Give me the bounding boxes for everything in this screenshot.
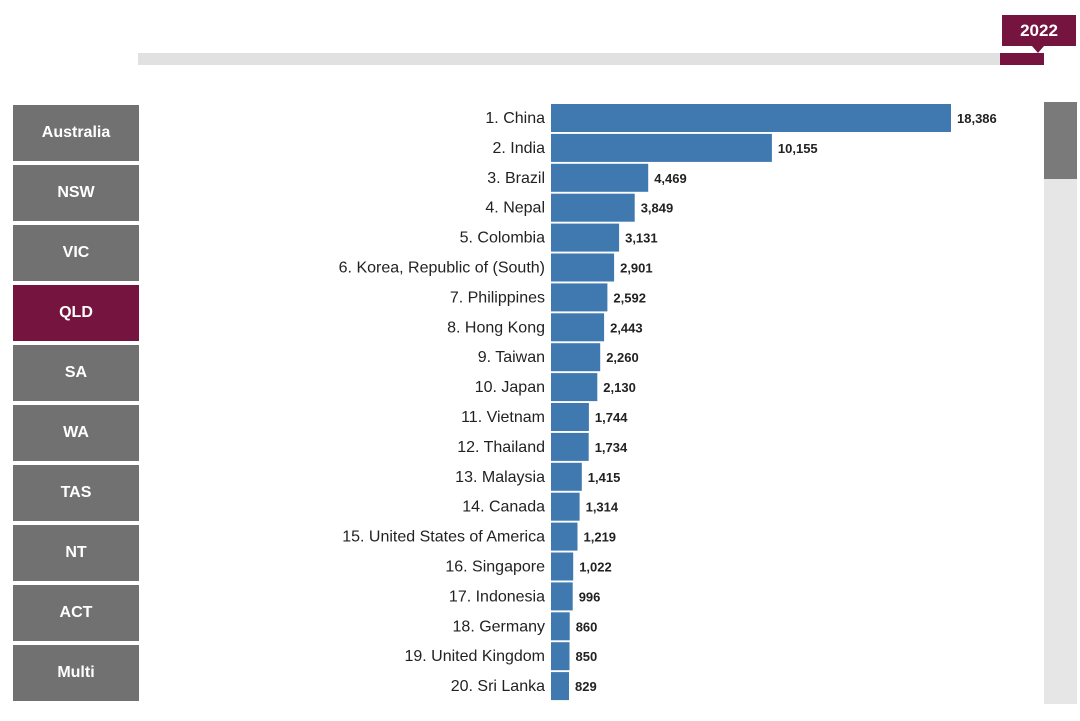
value-label: 4,469 [654,171,687,186]
bar[interactable] [551,432,589,461]
value-label: 829 [575,679,597,694]
state-button-qld[interactable]: QLD [13,285,139,341]
state-button-wa[interactable]: WA [13,405,139,461]
category-label: 14. Canada [462,499,545,516]
bar[interactable] [551,552,574,581]
category-label: 11. Vietnam [461,409,545,426]
category-label: 3. Brazil [487,170,545,187]
state-button-nsw[interactable]: NSW [13,165,139,221]
state-button-multi[interactable]: Multi [13,645,139,701]
value-label: 2,592 [613,290,646,305]
year-badge[interactable]: 2022 [1002,15,1076,53]
state-button-vic[interactable]: VIC [13,225,139,281]
bar[interactable] [551,582,573,611]
value-label: 2,443 [610,320,643,335]
category-label: 12. Thailand [457,439,545,456]
bar[interactable] [551,403,589,431]
category-label: 10. Japan [475,379,545,396]
bar[interactable] [551,193,635,222]
scrollbar-thumb[interactable] [1044,102,1077,179]
category-label: 6. Korea, Republic of (South) [339,260,545,277]
scrollbar-track[interactable] [1044,102,1077,704]
timeline-progress [1000,53,1044,65]
category-label: 18. Germany [453,618,545,635]
category-label: 5. Colombia [460,230,545,247]
bar[interactable] [551,163,649,192]
value-label: 18,386 [957,111,997,126]
category-label: 20. Sri Lanka [451,678,545,695]
timeline-track[interactable] [138,53,1044,65]
bar[interactable] [551,313,605,342]
bar[interactable] [551,522,578,551]
state-nav: Australia NSW VIC QLD SA WA TAS NT ACT Multi [13,105,139,705]
value-label: 1,734 [595,440,628,455]
bar[interactable] [551,462,582,491]
category-label: 4. Nepal [485,200,545,217]
category-label: 7. Philippines [450,289,545,306]
value-label: 10,155 [778,141,818,156]
value-label: 3,131 [625,231,658,246]
state-button-tas[interactable]: TAS [13,465,139,521]
category-label: 2. India [493,140,546,157]
value-label: 996 [579,589,601,604]
state-button-nt[interactable]: NT [13,525,139,581]
bar[interactable] [551,104,951,132]
category-label: 16. Singapore [445,559,545,576]
bar[interactable] [551,612,570,641]
value-label: 850 [576,649,598,664]
bar[interactable] [551,133,772,162]
bar[interactable] [551,223,620,252]
category-label: 15. United States of America [342,529,545,546]
category-label: 1. China [485,110,545,127]
value-label: 1,219 [584,530,617,545]
value-label: 2,260 [606,350,639,365]
category-label: 8. Hong Kong [447,319,545,336]
bar[interactable] [551,672,569,701]
value-label: 2,130 [603,380,636,395]
value-label: 1,314 [586,500,619,515]
value-label: 2,901 [620,261,653,276]
bar[interactable] [551,642,570,671]
value-label: 1,744 [595,410,628,425]
value-label: 3,849 [641,201,674,216]
bar[interactable] [551,343,601,372]
category-label: 13. Malaysia [455,469,545,486]
value-label: 860 [576,619,598,634]
bar[interactable] [551,373,598,402]
value-label: 1,415 [588,470,621,485]
value-label: 1,022 [579,560,612,575]
bar[interactable] [551,283,608,312]
category-label: 9. Taiwan [478,349,545,366]
category-label: 19. United Kingdom [404,648,545,665]
category-label: 17. Indonesia [449,588,545,605]
bar[interactable] [551,253,615,282]
bar[interactable] [551,492,580,521]
state-button-act[interactable]: ACT [13,585,139,641]
state-button-australia[interactable]: Australia [13,105,139,161]
state-button-sa[interactable]: SA [13,345,139,401]
